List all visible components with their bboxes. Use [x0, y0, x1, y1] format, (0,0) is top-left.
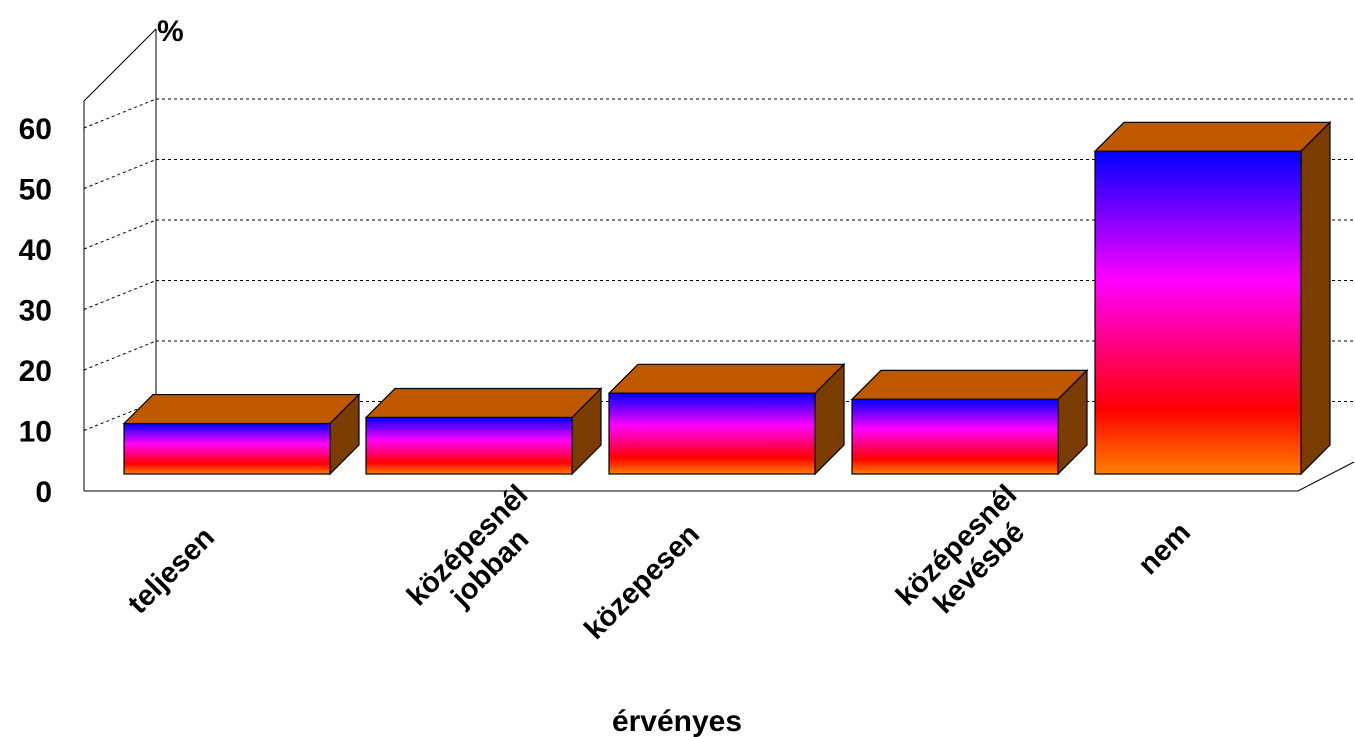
y-tick-label: 60 [19, 113, 52, 146]
bar-front [123, 422, 331, 475]
bar-top [122, 393, 361, 425]
bar-front [851, 398, 1059, 475]
y-tick-label: 40 [19, 234, 52, 267]
bar [850, 368, 1089, 476]
gridline-wall [83, 401, 157, 431]
bars [122, 120, 1332, 476]
bar-top [1093, 121, 1332, 152]
bar-front [365, 416, 573, 475]
y-tick-label: 30 [19, 295, 52, 328]
bar-front [608, 392, 816, 475]
gridline-wall [83, 98, 157, 129]
bar [607, 362, 846, 476]
x-tick-label: középesnélkevésbé [890, 479, 1046, 635]
gridline-wall [83, 340, 157, 371]
y-tick-label: 10 [19, 416, 52, 449]
y-tick-label: 50 [19, 174, 52, 207]
bar-front [1094, 150, 1302, 475]
gridline-wall [83, 280, 157, 310]
x-axis-categories: teljesen középesnéljobban közepesen középes… [122, 479, 1197, 646]
gridline-wall [83, 219, 157, 250]
bar [364, 387, 603, 476]
bar-side [1300, 120, 1331, 476]
x-tick-label: teljesen [122, 521, 221, 620]
bar [1093, 120, 1332, 476]
bar-top [364, 387, 603, 419]
gridline-wall [83, 159, 157, 189]
bar [122, 393, 361, 476]
y-tick-label: 0 [35, 476, 52, 509]
plot-walls [83, 28, 1355, 492]
x-axis-title: érvényes [612, 705, 742, 737]
floor-edge [84, 461, 1355, 492]
bar-top [850, 369, 1089, 400]
x-tick-label: közepesen [578, 518, 705, 645]
y-axis-ticks: 0 10 20 30 40 50 60 [19, 113, 52, 509]
bar-top [607, 363, 846, 394]
y-axis-title: % [157, 15, 184, 48]
y-tick-label: 20 [19, 355, 52, 388]
x-tick-label: középesnéljobban [401, 479, 557, 635]
left-wall-edge [83, 28, 157, 491]
x-tick-label: nem [1132, 516, 1197, 581]
